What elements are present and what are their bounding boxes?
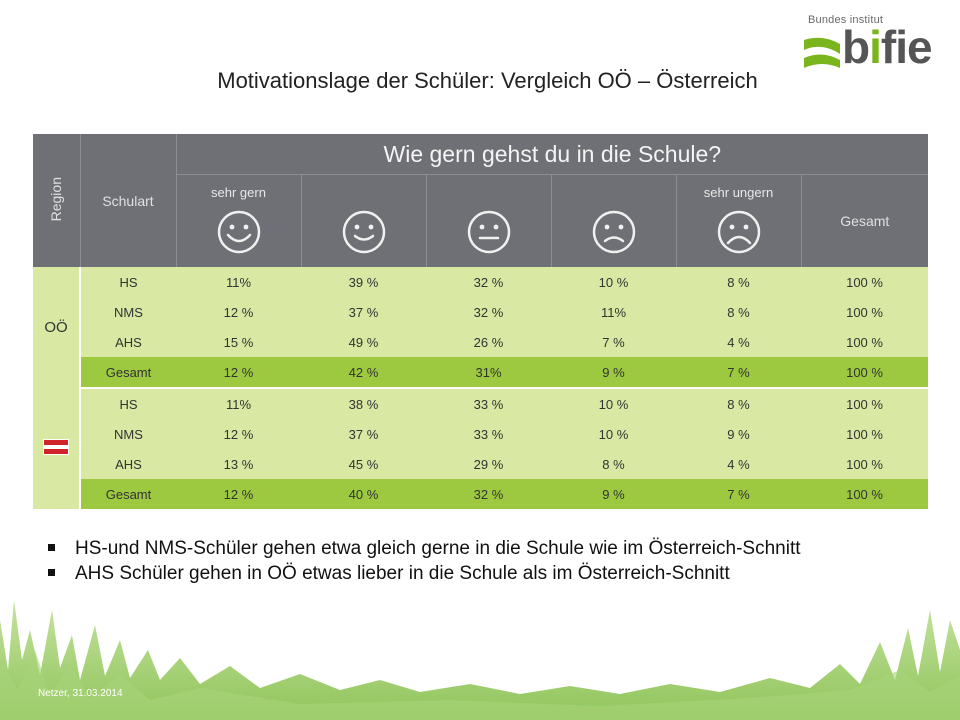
value-cell: 100 % (801, 388, 929, 419)
austria-flag-icon (43, 439, 69, 455)
schulart-cell: NMS (80, 419, 176, 449)
value-cell: 9 % (551, 357, 676, 389)
value-cell: 32 % (426, 479, 551, 509)
value-cell: 11% (176, 388, 301, 419)
bifie-logo: Bundes institut bifie (800, 14, 940, 74)
value-cell: 13 % (176, 449, 301, 479)
value-cell: 12 % (176, 297, 301, 327)
gesamt-header: Gesamt (801, 174, 929, 267)
table-row: AHS 15 % 49 % 26 % 7 % 4 % 100 % (33, 327, 929, 357)
bullet-item: AHS Schüler gehen in OÖ etwas lieber in … (48, 562, 928, 585)
table-row: AHS 13 % 45 % 29 % 8 % 4 % 100 % (33, 449, 929, 479)
value-cell: 100 % (801, 297, 929, 327)
value-cell: 100 % (801, 449, 929, 479)
logo-subtitle: Bundes institut (808, 14, 884, 26)
value-cell: 4 % (676, 449, 801, 479)
value-cell: 33 % (426, 388, 551, 419)
schulart-header: Schulart (80, 134, 177, 267)
schulart-cell: NMS (80, 297, 176, 327)
value-cell: 42 % (301, 357, 426, 389)
value-cell: 100 % (801, 327, 929, 357)
page-title: Motivationslage der Schüler: Vergleich O… (217, 68, 758, 93)
value-cell: 32 % (426, 267, 551, 297)
value-cell: 37 % (301, 297, 426, 327)
table-row-total: Gesamt 12 % 42 % 31% 9 % 7 % 100 % (33, 357, 929, 389)
table-row-total: Gesamt 12 % 40 % 32 % 9 % 7 % 100 % (33, 479, 929, 509)
value-cell: 39 % (301, 267, 426, 297)
bullet-square-icon (48, 544, 55, 551)
value-cell: 11% (551, 297, 676, 327)
footer-author-date: Netzer, 31.03.2014 (38, 688, 123, 699)
answer-col-5: sehr ungern (676, 174, 802, 267)
sad-face-icon (592, 210, 635, 254)
value-cell: 7 % (676, 357, 801, 389)
value-cell: 7 % (676, 479, 801, 509)
answer-col-2 (301, 174, 427, 267)
value-cell: 33 % (426, 419, 551, 449)
value-cell: 8 % (551, 449, 676, 479)
value-cell: 10 % (551, 419, 676, 449)
value-cell: 8 % (676, 388, 801, 419)
results-table: Region Schulart Wie gern gehst du in die… (33, 134, 929, 509)
table-row: NMS 12 % 37 % 32 % 11% 8 % 100 % (33, 297, 929, 327)
schulart-cell: Gesamt (80, 479, 176, 509)
region-cell-austria (33, 388, 81, 509)
value-cell: 37 % (301, 419, 426, 449)
schulart-cell: AHS (80, 449, 176, 479)
value-cell: 8 % (676, 267, 801, 297)
logo-wordmark: bifie (842, 21, 933, 73)
value-cell: 31% (426, 357, 551, 389)
schulart-cell: Gesamt (80, 357, 176, 389)
value-cell: 12 % (176, 479, 301, 509)
happy-face-icon (342, 210, 385, 254)
value-cell: 12 % (176, 357, 301, 389)
value-cell: 15 % (176, 327, 301, 357)
table-row: NMS 12 % 37 % 33 % 10 % 9 % 100 % (33, 419, 929, 449)
bullet-square-icon (48, 569, 55, 576)
bullet-item: HS-und NMS-Schüler gehen etwa gleich ger… (48, 537, 928, 560)
answer-col-4 (551, 174, 677, 267)
schulart-cell: HS (80, 388, 176, 419)
value-cell: 100 % (801, 479, 929, 509)
value-cell: 8 % (676, 297, 801, 327)
table-row: OÖ HS 11% 39 % 32 % 10 % 8 % 100 % (33, 267, 929, 388)
schulart-cell: AHS (80, 327, 176, 357)
grass-background (0, 600, 960, 720)
value-cell: 32 % (426, 297, 551, 327)
results-table-container: Region Schulart Wie gern gehst du in die… (33, 134, 929, 509)
answer-col-3 (426, 174, 552, 267)
value-cell: 10 % (551, 267, 676, 297)
summary-bullets: HS-und NMS-Schüler gehen etwa gleich ger… (48, 537, 928, 587)
value-cell: 10 % (551, 388, 676, 419)
table-row: HS 11% 38 % 33 % 10 % 8 % 100 % (33, 388, 929, 509)
region-cell-ooe: OÖ (33, 267, 81, 388)
value-cell: 100 % (801, 267, 929, 297)
neutral-face-icon (467, 210, 510, 254)
schulart-cell: HS (80, 267, 176, 297)
value-cell: 26 % (426, 327, 551, 357)
answer-col-1: sehr gern (176, 174, 302, 267)
value-cell: 45 % (301, 449, 426, 479)
value-cell: 40 % (301, 479, 426, 509)
value-cell: 12 % (176, 419, 301, 449)
value-cell: 38 % (301, 388, 426, 419)
value-cell: 9 % (551, 479, 676, 509)
very-happy-face-icon (217, 210, 260, 254)
value-cell: 29 % (426, 449, 551, 479)
value-cell: 49 % (301, 327, 426, 357)
value-cell: 11% (176, 267, 301, 297)
value-cell: 9 % (676, 419, 801, 449)
very-sad-face-icon (717, 210, 760, 254)
value-cell: 100 % (801, 357, 929, 389)
region-header: Region (33, 134, 81, 267)
question-header: Wie gern gehst du in die Schule? (176, 134, 929, 175)
value-cell: 7 % (551, 327, 676, 357)
logo-swoosh-icon (804, 37, 840, 68)
value-cell: 4 % (676, 327, 801, 357)
value-cell: 100 % (801, 419, 929, 449)
